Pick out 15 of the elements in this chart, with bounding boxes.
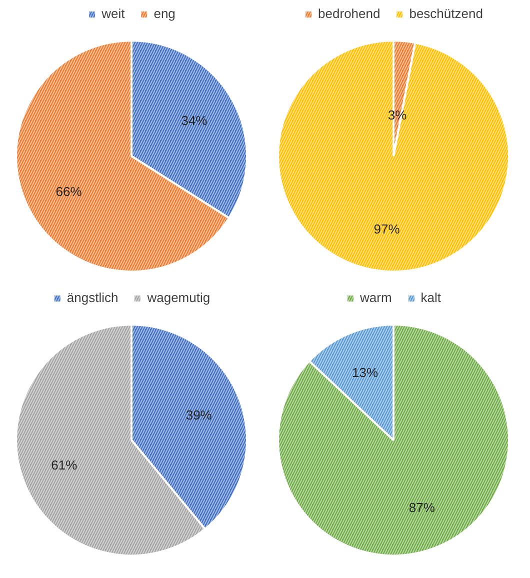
legend-label: wagemutig — [147, 290, 210, 305]
data-label: 61% — [51, 458, 78, 472]
data-label: 39% — [186, 408, 212, 423]
legend-label: beschützend — [409, 6, 483, 21]
legend-label: kalt — [420, 290, 442, 305]
legend-label: warm — [360, 290, 392, 305]
data-label: 13% — [352, 365, 379, 380]
legend-label: bedrohend — [318, 6, 380, 21]
legend-label: ängstlich — [66, 290, 118, 305]
legend-label: weit — [102, 6, 125, 21]
data-label: 34% — [181, 113, 208, 128]
data-label: 87% — [408, 500, 436, 516]
legend-label: eng — [154, 6, 176, 21]
data-label: 97% — [374, 222, 400, 237]
data-label: 66% — [56, 184, 82, 200]
